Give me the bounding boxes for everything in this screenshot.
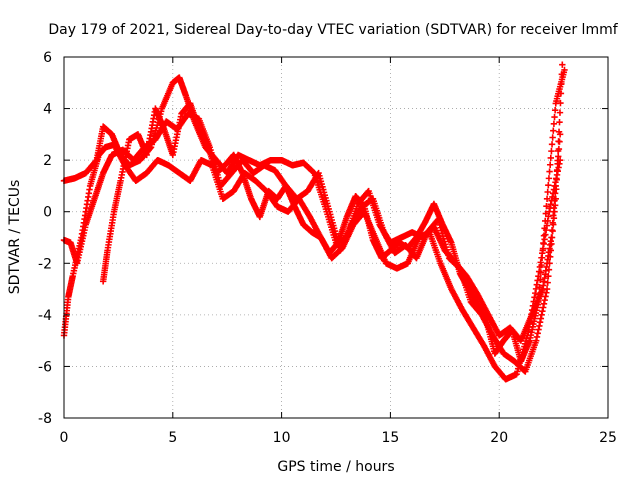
y-tick-label: -4 [38, 308, 52, 324]
data-point [548, 240, 555, 248]
data-point [556, 109, 564, 116]
data-point [544, 279, 551, 286]
y-tick-label: 2 [43, 153, 52, 169]
data-point [543, 285, 551, 293]
data-point [537, 269, 545, 276]
data-point [551, 107, 559, 114]
axis-ticks: 0 5 10 15 20 25 -8 -6 -4 -2 0 2 4 6 [38, 50, 617, 446]
data-point [546, 161, 554, 168]
y-tick-label: -6 [38, 359, 52, 375]
data-point [556, 156, 564, 164]
y-tick-label: -2 [38, 256, 52, 272]
data-point [559, 61, 566, 68]
data-point [551, 202, 559, 209]
data-point [538, 261, 545, 269]
data-point [535, 298, 542, 306]
data-point [548, 141, 556, 148]
series-trace-1 [60, 74, 564, 344]
x-tick-label: 5 [168, 430, 177, 446]
data-point [550, 221, 557, 228]
x-tick-label: 10 [273, 430, 291, 446]
y-tick-label: 6 [43, 50, 52, 66]
x-tick-label: 15 [381, 430, 399, 446]
x-tick-label: 0 [60, 430, 69, 446]
data-point [547, 247, 555, 254]
data-point [540, 239, 547, 247]
data-point [542, 217, 549, 225]
x-tick-label: 20 [490, 430, 508, 446]
data-point [535, 291, 543, 298]
data-point [543, 202, 550, 210]
y-tick-label: 4 [43, 102, 52, 118]
data-point [545, 175, 553, 182]
data-point [544, 188, 551, 196]
grid-layer [64, 57, 608, 418]
data-point [543, 195, 551, 203]
data-point [545, 266, 553, 273]
x-tick-label: 25 [599, 430, 617, 446]
data-point [549, 227, 556, 235]
y-tick-label: 0 [43, 205, 52, 221]
data-point [550, 214, 558, 222]
data-points [60, 61, 568, 383]
data-point [555, 138, 562, 145]
data-point [536, 284, 543, 291]
data-point [548, 147, 555, 155]
chart-title: Day 179 of 2021, Sidereal Day-to-day VTE… [48, 22, 618, 38]
y-tick-label: -8 [38, 411, 52, 427]
data-point [561, 66, 568, 74]
x-axis-label: GPS time / hours [277, 459, 394, 475]
data-point [546, 260, 553, 267]
data-point [545, 272, 552, 280]
data-point [538, 254, 546, 261]
data-point [554, 147, 562, 155]
data-point [541, 225, 548, 232]
data-point [542, 210, 550, 217]
data-point [545, 181, 552, 189]
data-point [546, 253, 554, 261]
data-point [546, 168, 553, 175]
data-point [547, 154, 555, 162]
data-point [550, 120, 558, 128]
data-point [540, 232, 548, 239]
data-point [537, 276, 544, 284]
data-point [551, 113, 558, 121]
y-axis-label: SDTVAR / TECUs [7, 180, 23, 295]
series-trace-4 [99, 66, 568, 365]
data-point [549, 134, 556, 141]
data-point [539, 247, 546, 254]
data-point [555, 128, 563, 135]
data-point [556, 119, 563, 126]
data-point [550, 127, 557, 134]
data-point [548, 234, 556, 241]
data-point [552, 195, 559, 203]
series-trace-3 [60, 141, 564, 383]
plot-frame [63, 56, 609, 419]
